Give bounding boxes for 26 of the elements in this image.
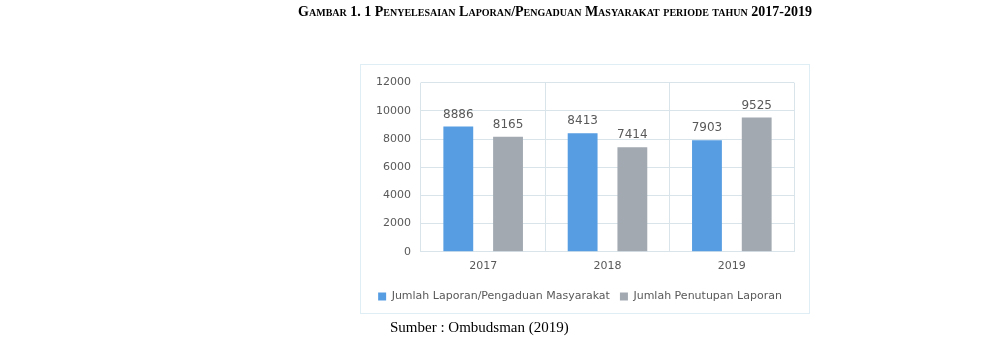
bar [692, 140, 722, 252]
y-tick-label: 10000 [375, 103, 411, 117]
y-tick-label: 12000 [375, 75, 411, 89]
legend-label: Jumlah Laporan/Pengaduan Masyarakat [390, 289, 611, 303]
bar [493, 136, 523, 252]
y-tick-label: 6000 [382, 160, 411, 174]
y-tick-label: 8000 [382, 131, 411, 145]
x-tick-label: 2017 [469, 259, 498, 273]
bar [741, 117, 772, 252]
text: Sumber : Ombudsman (2019) [390, 319, 569, 336]
data-label: 7903 [691, 120, 723, 135]
data-label: 8886 [443, 106, 474, 121]
data-label: 9525 [741, 97, 772, 112]
bar [617, 147, 648, 252]
chart-title: Gambar 1. 1 Penyelesaian Laporan/Pengaduan Masyarakat periode tahun 2017-2019 [297, 4, 813, 20]
bar [443, 126, 474, 252]
data-label: 7414 [617, 127, 648, 142]
bar [567, 133, 598, 252]
y-tick-label: 2000 [382, 216, 411, 230]
data-label: 8165 [492, 116, 524, 131]
y-tick-label: 4000 [382, 188, 411, 202]
data-label: 8413 [567, 113, 598, 128]
legend-label: Jumlah Penutupan Laporan [632, 289, 782, 303]
x-tick-label: 2019 [717, 259, 746, 273]
x-tick-label: 2018 [593, 259, 622, 273]
y-tick-label: 0 [403, 244, 411, 258]
